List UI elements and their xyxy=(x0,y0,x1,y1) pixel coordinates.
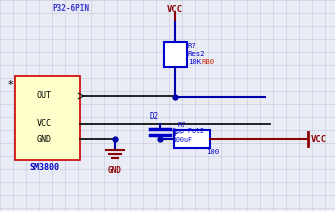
Text: SM3800: SM3800 xyxy=(29,164,59,173)
Text: VCC: VCC xyxy=(311,134,327,143)
Text: RB0: RB0 xyxy=(202,59,215,65)
Text: GND: GND xyxy=(37,134,52,143)
Text: 10K: 10K xyxy=(188,59,201,65)
Bar xyxy=(15,76,80,160)
Text: R?: R? xyxy=(177,122,186,128)
Text: +: + xyxy=(171,129,178,138)
Text: Res2: Res2 xyxy=(188,51,205,57)
Text: R?: R? xyxy=(188,43,197,49)
Text: D2: D2 xyxy=(149,112,159,121)
Text: Cap Pol2: Cap Pol2 xyxy=(172,128,204,134)
Text: VCC: VCC xyxy=(167,5,183,14)
Text: P32-6PIN: P32-6PIN xyxy=(52,4,89,13)
Bar xyxy=(164,42,187,67)
Text: 100: 100 xyxy=(206,149,219,155)
Bar xyxy=(174,130,210,148)
Text: 100uF: 100uF xyxy=(172,137,192,142)
Text: VCC: VCC xyxy=(37,119,52,128)
Text: GND: GND xyxy=(108,166,122,175)
Text: *: * xyxy=(7,80,13,90)
Text: OUT: OUT xyxy=(37,92,52,100)
